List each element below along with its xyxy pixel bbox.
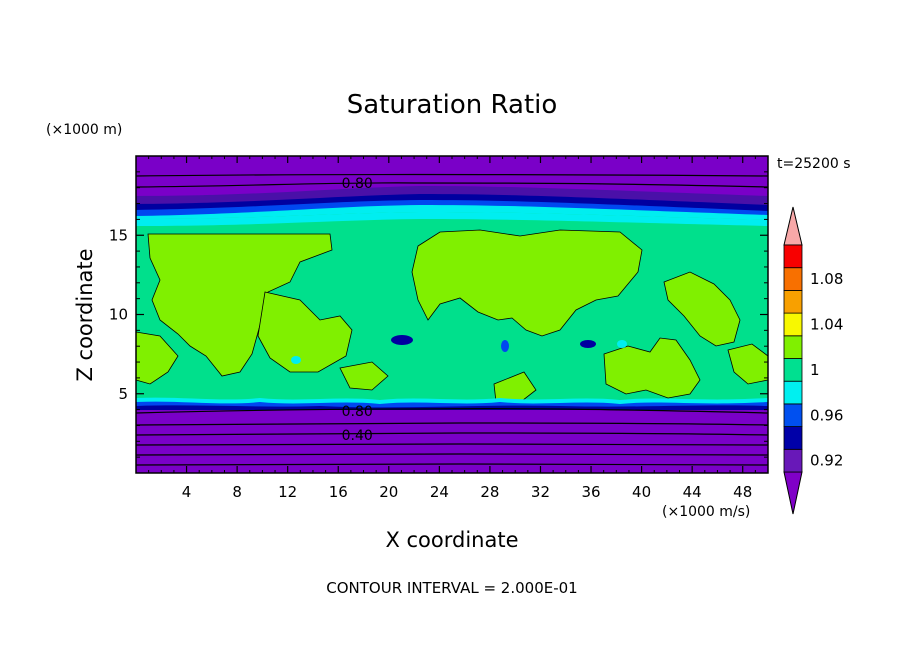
y-tick-label: 15 bbox=[109, 226, 128, 244]
y-axis-label: Z coordinate bbox=[73, 248, 97, 381]
colorbar-swatch bbox=[783, 312, 803, 337]
colorbar-tick-label: 0.96 bbox=[810, 406, 843, 424]
y-tick-label: 5 bbox=[118, 385, 128, 403]
x-tick-label: 12 bbox=[278, 483, 297, 501]
x-tick-label: 28 bbox=[480, 483, 499, 501]
x-axis: 4 8 12 16 20 24 28 32 36 40 44 48 bbox=[148, 156, 756, 501]
colorbar-tick-label: 1.08 bbox=[810, 270, 843, 288]
x-axis-label: X coordinate bbox=[385, 528, 518, 552]
contour-label: 0.80 bbox=[342, 176, 373, 192]
y-tick-label: 10 bbox=[109, 306, 128, 324]
colorbar-swatch bbox=[783, 426, 803, 450]
time-label: t=25200 s bbox=[777, 156, 851, 172]
colorbar-swatch bbox=[783, 403, 803, 427]
chart-title: Saturation Ratio bbox=[347, 90, 558, 120]
x-tick-label: 32 bbox=[531, 483, 550, 501]
colorbar-swatch bbox=[783, 335, 803, 359]
colorbar-below-triangle bbox=[783, 471, 803, 515]
x-tick-label: 36 bbox=[581, 483, 600, 501]
colorbar-swatch bbox=[783, 244, 803, 269]
x-tick-label: 44 bbox=[683, 483, 702, 501]
colorbar-above-triangle bbox=[783, 206, 803, 246]
colorbar-swatch bbox=[783, 267, 803, 291]
x-tick-label: 40 bbox=[632, 483, 651, 501]
colorbar-swatch bbox=[783, 358, 803, 382]
contour-field: 0.80 0.80 0.40 bbox=[136, 156, 768, 473]
x-tick-label: 24 bbox=[430, 483, 449, 501]
x-unit-label: (×1000 m/s) bbox=[662, 504, 750, 520]
contour-label: 0.80 bbox=[342, 404, 373, 420]
colorbar-swatch bbox=[783, 289, 803, 314]
colorbar-swatch bbox=[783, 448, 803, 473]
colorbar-swatch bbox=[783, 380, 803, 405]
x-tick-label: 8 bbox=[232, 483, 242, 501]
y-axis: 5 10 15 bbox=[109, 171, 768, 458]
contour-label: 0.40 bbox=[342, 428, 373, 444]
contour-interval-label: CONTOUR INTERVAL = 2.000E-01 bbox=[326, 579, 577, 597]
colorbar-tick-label: 0.92 bbox=[810, 452, 843, 470]
x-tick-label: 48 bbox=[733, 483, 752, 501]
x-tick-label: 4 bbox=[182, 483, 192, 501]
x-tick-label: 16 bbox=[329, 483, 348, 501]
colorbar: 0.92 0.96 1 1.04 1.08 bbox=[783, 206, 843, 515]
colorbar-tick-label: 1 bbox=[810, 361, 820, 379]
colorbar-tick-label: 1.04 bbox=[810, 315, 843, 333]
x-tick-label: 20 bbox=[379, 483, 398, 501]
y-unit-label: (×1000 m) bbox=[46, 122, 122, 138]
